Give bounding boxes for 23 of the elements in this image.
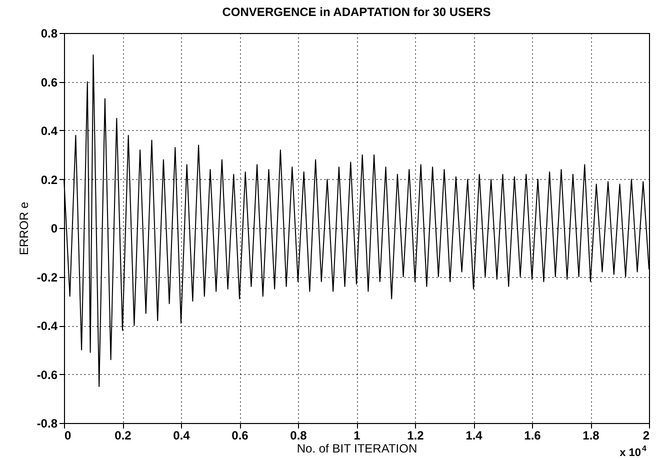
y-tick-label: 0.8 bbox=[40, 26, 58, 40]
x-tick-label: 0.4 bbox=[173, 428, 190, 442]
x-tick-label: 0.2 bbox=[114, 428, 132, 442]
x-tick-label: 0 bbox=[64, 428, 72, 442]
y-tick-label: -0.6 bbox=[36, 368, 58, 382]
x-tick-label: 2 bbox=[642, 428, 650, 442]
x-tick-label: 1.4 bbox=[466, 428, 483, 442]
chart-title: CONVERGENCE in ADAPTATION for 30 USERS bbox=[222, 5, 491, 19]
y-tick-label: -0.4 bbox=[36, 319, 58, 333]
y-tick-label: -0.8 bbox=[36, 416, 58, 430]
y-tick-label: 0.2 bbox=[40, 172, 58, 187]
y-tick-label: 0.4 bbox=[40, 124, 58, 138]
x-tick-label: 0.8 bbox=[290, 428, 308, 442]
x-tick-label: 1.6 bbox=[524, 428, 542, 442]
y-axis-title: ERROR e bbox=[16, 202, 31, 256]
x-tick-label: 1 bbox=[354, 428, 361, 442]
y-tick-label: 0.6 bbox=[40, 75, 58, 90]
x-tick-label: 0.6 bbox=[232, 428, 249, 442]
x-axis-title: No. of BIT ITERATION bbox=[296, 442, 418, 456]
x-tick-label: 1.2 bbox=[407, 428, 424, 442]
x-tick-label: 1.8 bbox=[582, 428, 600, 442]
y-tick-label: -0.2 bbox=[36, 270, 58, 284]
y-tick-label: 0 bbox=[50, 222, 58, 236]
